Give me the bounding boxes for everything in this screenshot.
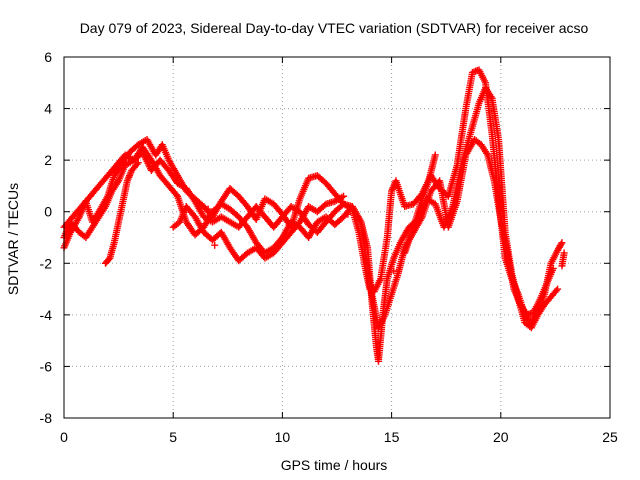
x-tick-label: 20 (493, 429, 509, 445)
x-axis-label: GPS time / hours (281, 457, 388, 473)
x-tick-label: 0 (60, 429, 68, 445)
x-tick-label: 25 (602, 429, 618, 445)
y-tick-label: -6 (40, 358, 53, 374)
plot-frame (63, 56, 611, 419)
data-point (560, 249, 568, 257)
data-point (554, 285, 562, 293)
outlier-point (344, 210, 352, 218)
data-point (549, 264, 557, 272)
x-tick-label: 15 (384, 429, 400, 445)
axis-ticks: 0 5 10 15 20 25 -8 -6 -4 -2 0 2 4 6 (40, 49, 618, 445)
chart-title: Day 079 of 2023, Sidereal Day-to-day VTE… (80, 20, 589, 36)
data-points (60, 66, 568, 365)
y-tick-label: -4 (40, 307, 53, 323)
data-point (133, 160, 141, 168)
data-point (558, 239, 566, 247)
data-point (134, 159, 142, 167)
y-tick-label: 0 (44, 204, 52, 220)
data-point (340, 192, 348, 200)
data-point (557, 240, 565, 248)
outlier-point (390, 267, 398, 275)
outlier-point (211, 241, 219, 249)
y-tick-label: 6 (44, 49, 52, 65)
data-point (431, 151, 439, 159)
y-tick-label: -8 (40, 410, 53, 426)
data-point (552, 287, 560, 295)
y-tick-label: 4 (44, 101, 52, 117)
x-tick-label: 5 (169, 429, 177, 445)
y-tick-label: 2 (44, 152, 52, 168)
outlier-point (204, 205, 212, 213)
y-axis-label: SDTVAR / TECUs (5, 183, 21, 295)
y-tick-label: -2 (40, 255, 53, 271)
x-tick-label: 10 (275, 429, 291, 445)
